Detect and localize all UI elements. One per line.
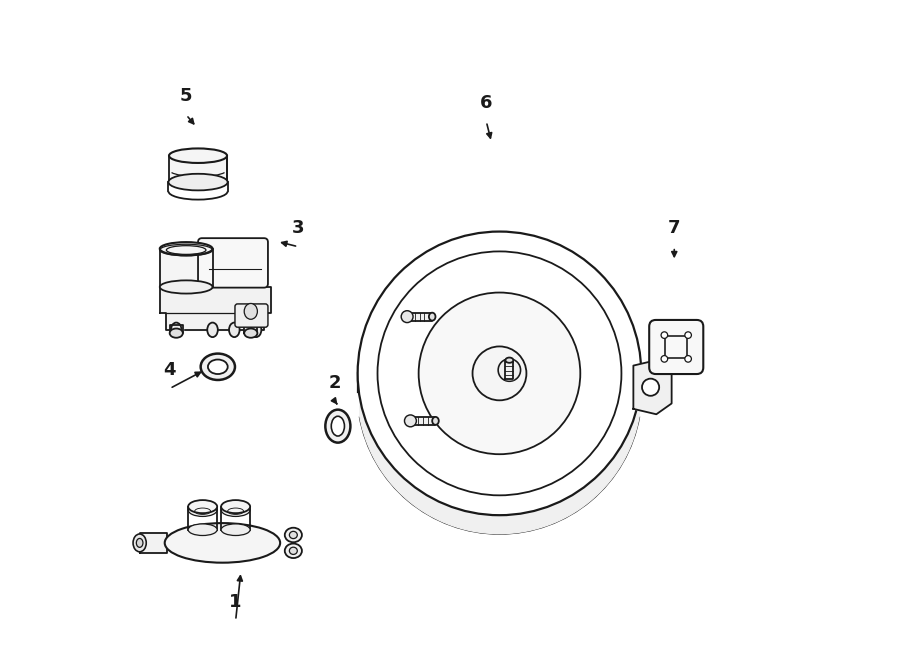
Ellipse shape: [188, 504, 217, 516]
Ellipse shape: [160, 280, 212, 293]
Ellipse shape: [221, 504, 250, 516]
Ellipse shape: [357, 231, 642, 515]
Ellipse shape: [169, 175, 227, 189]
Ellipse shape: [499, 359, 520, 381]
Ellipse shape: [290, 547, 297, 555]
Ellipse shape: [472, 346, 526, 401]
Ellipse shape: [169, 149, 227, 163]
Ellipse shape: [418, 293, 580, 454]
Text: 5: 5: [180, 87, 193, 105]
Ellipse shape: [170, 329, 183, 338]
Polygon shape: [140, 533, 167, 553]
FancyBboxPatch shape: [198, 238, 268, 288]
Polygon shape: [244, 325, 257, 333]
Text: 6: 6: [480, 94, 492, 112]
Ellipse shape: [642, 379, 659, 396]
Ellipse shape: [685, 332, 691, 338]
Polygon shape: [160, 287, 271, 330]
Text: 2: 2: [329, 374, 341, 392]
Ellipse shape: [168, 174, 228, 190]
Polygon shape: [410, 417, 436, 425]
Text: 4: 4: [164, 361, 176, 379]
Ellipse shape: [229, 323, 239, 337]
FancyBboxPatch shape: [235, 304, 268, 327]
Ellipse shape: [404, 415, 417, 427]
Ellipse shape: [284, 527, 302, 542]
Ellipse shape: [221, 500, 250, 513]
Ellipse shape: [251, 323, 261, 337]
Text: 7: 7: [668, 219, 680, 237]
Ellipse shape: [662, 332, 668, 338]
Polygon shape: [160, 249, 212, 287]
Ellipse shape: [377, 251, 621, 495]
Ellipse shape: [325, 410, 350, 443]
Ellipse shape: [401, 311, 413, 323]
Ellipse shape: [244, 303, 257, 319]
Ellipse shape: [188, 500, 217, 513]
Ellipse shape: [160, 242, 212, 255]
Polygon shape: [506, 360, 513, 379]
Text: 1: 1: [230, 594, 242, 611]
Ellipse shape: [165, 523, 280, 563]
Polygon shape: [170, 325, 183, 333]
Ellipse shape: [331, 416, 345, 436]
Ellipse shape: [201, 354, 235, 380]
Ellipse shape: [184, 543, 248, 559]
Ellipse shape: [290, 531, 297, 539]
Polygon shape: [169, 156, 227, 182]
Ellipse shape: [244, 329, 257, 338]
Text: 3: 3: [292, 219, 304, 237]
Polygon shape: [360, 398, 639, 533]
Ellipse shape: [662, 356, 668, 362]
Ellipse shape: [188, 524, 217, 535]
Ellipse shape: [685, 356, 691, 362]
Ellipse shape: [429, 313, 436, 321]
Ellipse shape: [208, 360, 228, 374]
Ellipse shape: [432, 417, 439, 425]
Ellipse shape: [221, 524, 250, 535]
Ellipse shape: [284, 543, 302, 558]
Ellipse shape: [171, 323, 182, 337]
Ellipse shape: [506, 358, 513, 363]
Ellipse shape: [133, 534, 146, 552]
Polygon shape: [407, 313, 432, 321]
Polygon shape: [634, 360, 671, 414]
FancyBboxPatch shape: [649, 320, 703, 374]
Ellipse shape: [207, 323, 218, 337]
Ellipse shape: [137, 539, 143, 547]
